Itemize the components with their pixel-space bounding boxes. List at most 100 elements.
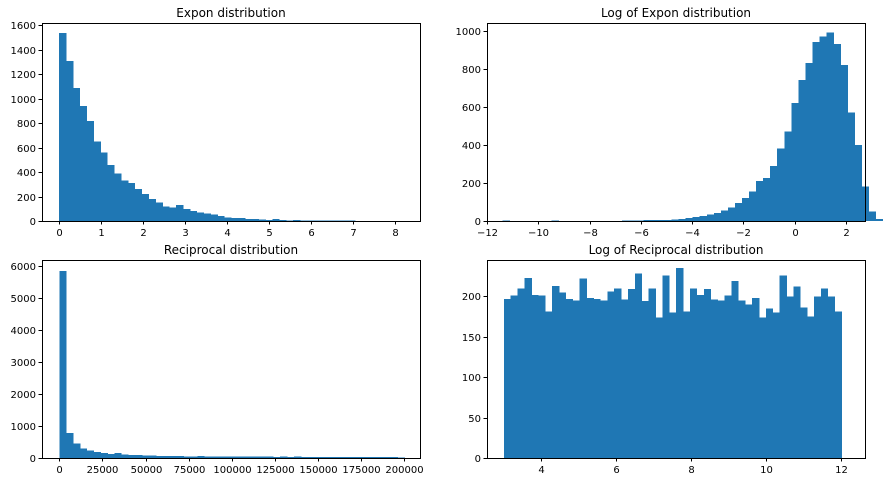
y-tick-label: 200 (462, 179, 481, 190)
histogram-bar (622, 220, 630, 221)
histogram-bar (833, 43, 842, 221)
histogram-bar (217, 216, 225, 221)
histogram-bar (265, 219, 273, 221)
histogram-bar (86, 120, 94, 221)
x-tick-label: 8 (392, 228, 398, 239)
y-axis: 0 1000 2000 3000 4000 5000 6000 (11, 262, 42, 465)
histogram-bar (875, 219, 883, 221)
plot-border (487, 23, 866, 222)
y-tick-label: 0 (475, 217, 481, 228)
y-tick-label: 400 (462, 141, 481, 152)
histogram-bar (397, 457, 405, 458)
histogram-bar (749, 191, 757, 221)
histogram-bar (349, 457, 357, 458)
histogram-bar (307, 457, 316, 458)
x-tick-label: 150000 (299, 465, 337, 476)
histogram-bar (342, 457, 350, 458)
x-tick-label: 25000 (87, 465, 119, 476)
histogram-bar (313, 220, 321, 221)
y-tick-label: 800 (462, 65, 481, 76)
histogram-bar (689, 288, 698, 458)
histogram-bars (59, 32, 404, 222)
histogram-bar (634, 273, 643, 458)
histogram-bar (731, 281, 739, 458)
x-tick-label: 0 (792, 228, 798, 239)
x-tick-label: 50000 (131, 465, 163, 476)
histogram-bar (100, 453, 108, 458)
x-tick-label: 5 (266, 228, 272, 239)
histogram-bar (148, 199, 156, 221)
histogram-bar (231, 217, 239, 221)
y-tick-label: 1000 (11, 422, 36, 433)
histogram-bar (791, 102, 799, 221)
histogram-bar (341, 220, 349, 222)
histogram-bar (321, 457, 329, 458)
y-tick-label: 100 (462, 373, 481, 384)
histogram-bar (820, 288, 829, 458)
histogram-bar (868, 211, 877, 221)
histogram-bar (840, 64, 849, 221)
histogram-bar (162, 206, 170, 221)
histogram-bar (306, 220, 315, 221)
x-tick-label: 175000 (342, 465, 380, 476)
histogram-bar (273, 456, 281, 458)
histogram-bar (203, 213, 211, 221)
histogram-bar (734, 202, 743, 221)
histogram-bar (79, 448, 88, 458)
histogram-bar (772, 312, 780, 458)
histogram-bar (176, 456, 184, 458)
axes-frame (42, 260, 421, 459)
histogram-bar (669, 312, 677, 458)
histogram-bar (363, 457, 371, 458)
histogram-bar (286, 220, 294, 221)
axes-frame (487, 23, 866, 222)
histogram-bar (503, 298, 512, 458)
histogram-bar (738, 300, 746, 458)
histogram-bar (176, 205, 184, 221)
histogram-bar (607, 291, 615, 458)
x-tick-label: −10 (528, 228, 549, 239)
plot-border (42, 23, 421, 222)
histogram-bar (756, 181, 764, 221)
histogram-bar (614, 288, 622, 458)
plot-border (487, 260, 866, 459)
histogram-bar (807, 316, 815, 458)
y-tick-label: 0 (30, 217, 36, 228)
histogram-bar (696, 294, 705, 458)
histogram-bar (169, 456, 177, 458)
histogram-bar (272, 219, 280, 221)
histogram-bar (252, 456, 260, 458)
histogram-bar (86, 450, 95, 458)
histogram-bar (770, 165, 778, 221)
histogram-bar (266, 456, 274, 458)
histogram-bar (727, 207, 736, 221)
histogram-bar (224, 217, 232, 221)
x-tick-label: 6 (308, 228, 314, 239)
histogram-bar (59, 271, 67, 458)
histogram-bar (100, 152, 108, 221)
histogram-bar (59, 32, 67, 221)
histogram-bar (793, 286, 801, 458)
x-tick-label: 2 (140, 228, 146, 239)
histogram-bar (183, 208, 191, 221)
histogram-bar (710, 299, 718, 458)
x-tick-label: 10 (760, 465, 773, 476)
chart-log-expon: Log of Expon distribution −12 −10 −8 −6 −4 −2… (456, 6, 883, 239)
histogram-bar (73, 443, 81, 458)
histogram-bar (128, 183, 136, 221)
histogram-bar (93, 451, 102, 458)
histogram-bar (678, 219, 686, 221)
x-axis: 0 25000 50000 75000 100000 125000 150000 175000… (56, 458, 424, 476)
x-tick-label: 75000 (174, 465, 206, 476)
histogram-bar (699, 216, 708, 221)
histogram-bar (545, 311, 553, 458)
histogram-bar (741, 198, 750, 221)
histogram-bar (135, 455, 143, 458)
y-tick-label: 600 (462, 103, 481, 114)
histogram-bar (692, 217, 701, 221)
y-tick-label: 1400 (11, 46, 36, 57)
histogram-bar (827, 296, 836, 458)
histogram-bar (279, 220, 287, 221)
histogram-bar (551, 220, 560, 222)
